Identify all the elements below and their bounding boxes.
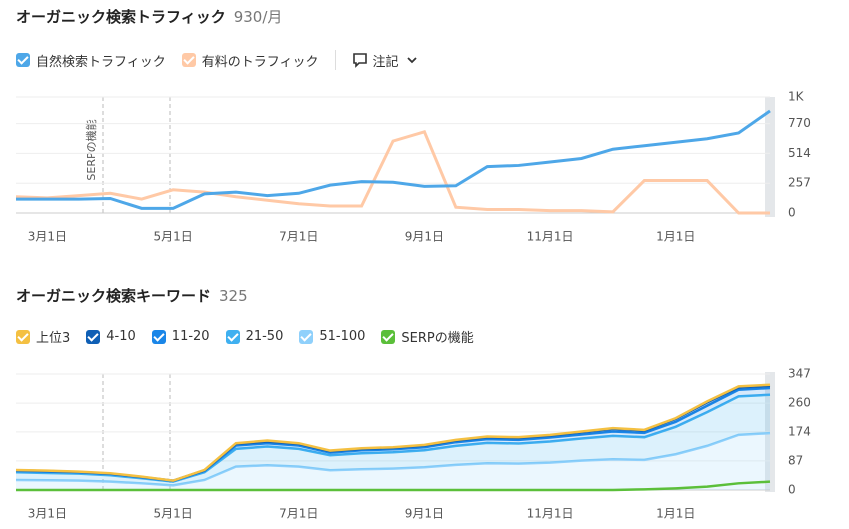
x-tick-label: 7月1日 [279,507,318,521]
line [15,383,771,482]
legend-checkbox[interactable] [299,329,314,344]
legend: 自然検索トラフィック 有料のトラフィック 注記 [16,50,435,70]
title-text: オーガニック検索キーワード [16,287,212,305]
legend-checkbox[interactable] [381,329,396,344]
scroll-handle[interactable] [765,97,775,217]
notes-label: 注記 [372,54,399,70]
legend-label: 自然検索トラフィック [36,54,166,70]
subtitle: 325 [219,287,248,305]
notes-icon [352,53,367,68]
subtitle: 930/月 [233,8,283,26]
legend-item[interactable]: 有料のトラフィック [181,51,319,70]
line [16,480,771,492]
legend-item[interactable]: 4-10 [86,329,136,344]
x-tick-label: 9月1日 [405,230,444,244]
legend-checkbox[interactable] [225,329,240,344]
area [16,388,770,482]
y-tick-label: 347 [788,367,811,381]
title-text: オーガニック検索トラフィック [16,8,226,26]
x-tick-label: 9月1日 [405,507,444,521]
legend-label: SERPの機能 [401,331,474,346]
legend-checkbox[interactable] [16,53,30,67]
legend: 上位3 4-10 11-20 21-50 51-100 SERPの機能 [16,327,490,346]
legend-label: 51-100 [319,329,366,344]
area [16,394,770,486]
y-tick-label: 1K [788,90,805,104]
x-tick-label: 5月1日 [153,507,192,521]
legend-checkbox[interactable] [181,53,196,67]
notes-button[interactable]: 注記 [352,51,419,70]
x-tick-label: 1月1日 [656,507,695,521]
y-tick-label: 87 [788,453,803,467]
chevron [406,57,417,64]
area [16,433,770,490]
x-tick-label: 11月1日 [527,507,574,521]
legend-label: 21-50 [245,329,284,344]
y-tick-label: 260 [788,396,811,410]
legend-item[interactable]: 51-100 [299,329,365,344]
legend-label: 4-10 [106,329,136,344]
legend-item[interactable]: SERPの機能 [381,327,474,346]
annotation: SERPの機能 [84,119,98,180]
legend-item[interactable]: 自然検索トラフィック [16,51,166,70]
y-tick-label: 174 [788,424,811,438]
legend-item[interactable]: 21-50 [225,329,284,344]
x-tick-label: 1月1日 [656,230,695,244]
line [16,109,771,210]
legend-label: 有料のトラフィック [201,54,319,70]
x-tick-label: 3月1日 [28,507,67,521]
x-tick-label: 5月1日 [153,230,192,244]
legend-checkbox[interactable] [86,329,101,344]
legend-item[interactable]: 上位3 [16,327,70,346]
chart-title: オーガニック検索トラフィック 930/月 [16,6,282,27]
y-tick-label: 0 [788,483,796,497]
x-tick-label: 11月1日 [527,230,574,244]
legend-checkbox[interactable] [151,329,166,344]
y-tick-label: 770 [788,116,811,130]
separator [334,50,336,70]
legend-checkbox[interactable] [16,329,30,344]
legend-label: 11-20 [171,329,210,344]
chart-title: オーガニック検索キーワード 325 [16,285,248,306]
legend-item[interactable]: 11-20 [151,329,210,344]
legend-label: 上位3 [36,331,71,346]
line [15,129,770,215]
line [15,431,771,487]
x-tick-label: 7月1日 [279,230,318,244]
y-tick-label: 514 [788,146,811,160]
x-tick-label: 3月1日 [28,230,67,244]
y-tick-label: 0 [788,206,796,220]
y-tick-label: 257 [788,176,811,190]
